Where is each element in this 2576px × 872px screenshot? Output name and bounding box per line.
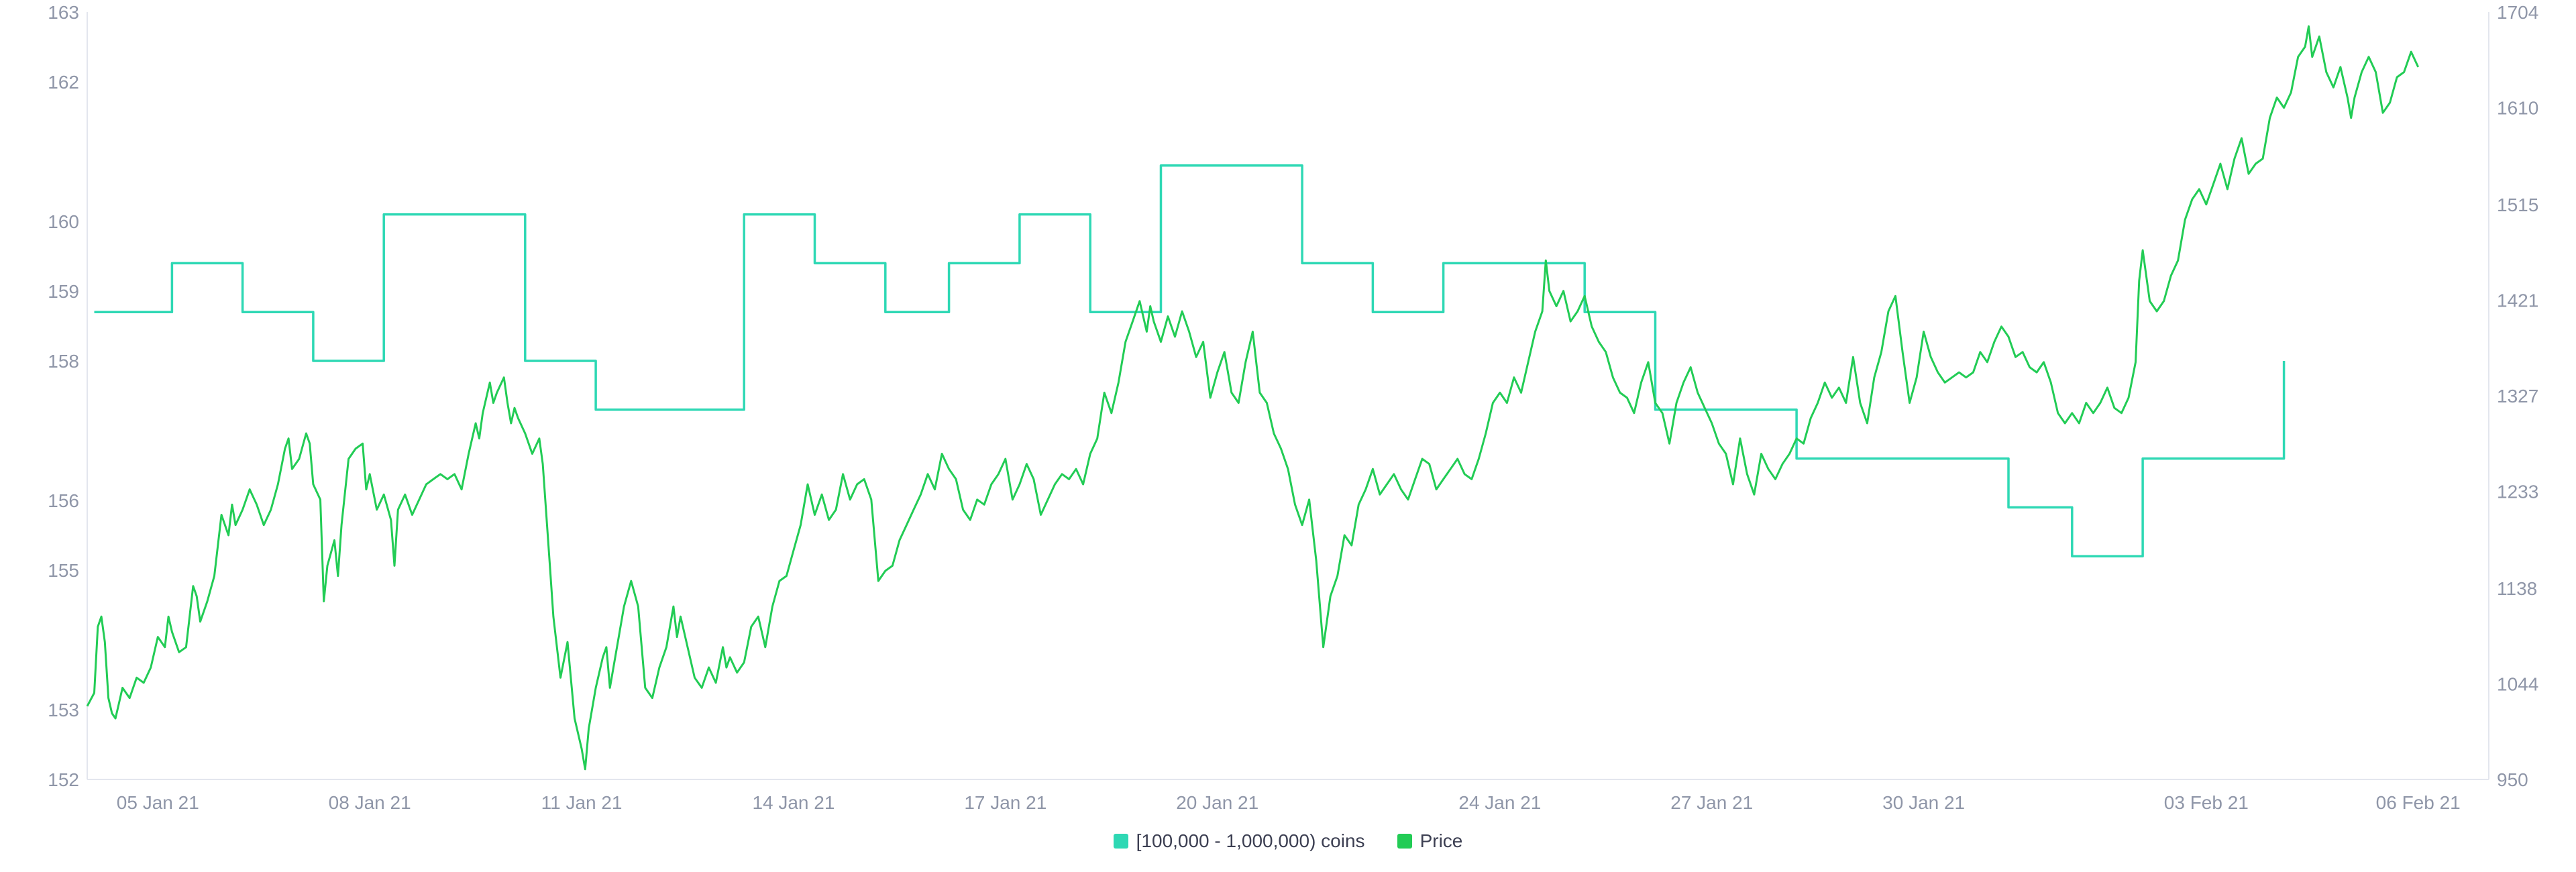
left-tick-label: 156 [48, 490, 79, 511]
legend-item-price[interactable]: Price [1397, 830, 1463, 852]
x-tick-label: 17 Jan 21 [964, 792, 1046, 813]
legend-label-price: Price [1419, 830, 1463, 851]
right-tick-label: 1704 [2497, 2, 2538, 23]
x-tick-label: 05 Jan 21 [117, 792, 199, 813]
right-tick-label: 950 [2497, 769, 2528, 790]
plot-frame [87, 12, 2489, 780]
right-tick-label: 1233 [2497, 482, 2538, 502]
dual-axis-line-chart: 152 153 155 156 158 159 160 162 163 950 1044 1138 1… [48, 2, 2538, 813]
x-tick-label: 27 Jan 21 [1670, 792, 1753, 813]
x-tick-label: 14 Jan 21 [752, 792, 835, 813]
right-tick-label: 1610 [2497, 98, 2538, 119]
right-tick-label: 1421 [2497, 290, 2538, 311]
left-tick-label: 162 [48, 72, 79, 93]
legend-label-holders: [100,000 - 1,000,000) coins [1136, 830, 1365, 851]
x-tick-label: 03 Feb 21 [2164, 792, 2249, 813]
right-tick-label: 1044 [2497, 673, 2538, 694]
left-tick-label: 158 [48, 351, 79, 372]
left-tick-label: 163 [48, 2, 79, 23]
right-tick-label: 1138 [2497, 578, 2537, 599]
legend-swatch-price [1397, 834, 1412, 849]
left-tick-label: 159 [48, 281, 79, 302]
left-tick-label: 153 [48, 700, 79, 720]
legend-swatch-holders [1113, 834, 1128, 849]
right-tick-label: 1515 [2497, 195, 2538, 215]
right-axis-ticks: 950 1044 1138 1233 1327 1421 1515 1610 1704 [2497, 2, 2538, 790]
x-tick-label: 11 Jan 21 [541, 792, 623, 813]
left-tick-label: 160 [48, 211, 79, 232]
x-tick-label: 30 Jan 21 [1882, 792, 1965, 813]
left-tick-label: 155 [48, 560, 79, 581]
legend-item-holders[interactable]: [100,000 - 1,000,000) coins [1113, 830, 1365, 852]
series-layer [86, 25, 2420, 771]
series-line-price[interactable] [86, 25, 2420, 771]
left-tick-label: 152 [48, 769, 79, 790]
x-tick-label: 06 Feb 21 [2376, 792, 2461, 813]
left-axis-ticks: 152 153 155 156 158 159 160 162 163 [48, 2, 79, 790]
x-axis-ticks: 05 Jan 21 08 Jan 21 11 Jan 21 14 Jan 21 17 J… [117, 792, 2461, 813]
series-line-holders[interactable] [94, 164, 2286, 557]
x-tick-label: 24 Jan 21 [1458, 792, 1541, 813]
right-tick-label: 1327 [2497, 386, 2538, 406]
legend: [100,000 - 1,000,000) coins Price [0, 828, 2576, 855]
x-tick-label: 20 Jan 21 [1176, 792, 1258, 813]
x-tick-label: 08 Jan 21 [329, 792, 411, 813]
